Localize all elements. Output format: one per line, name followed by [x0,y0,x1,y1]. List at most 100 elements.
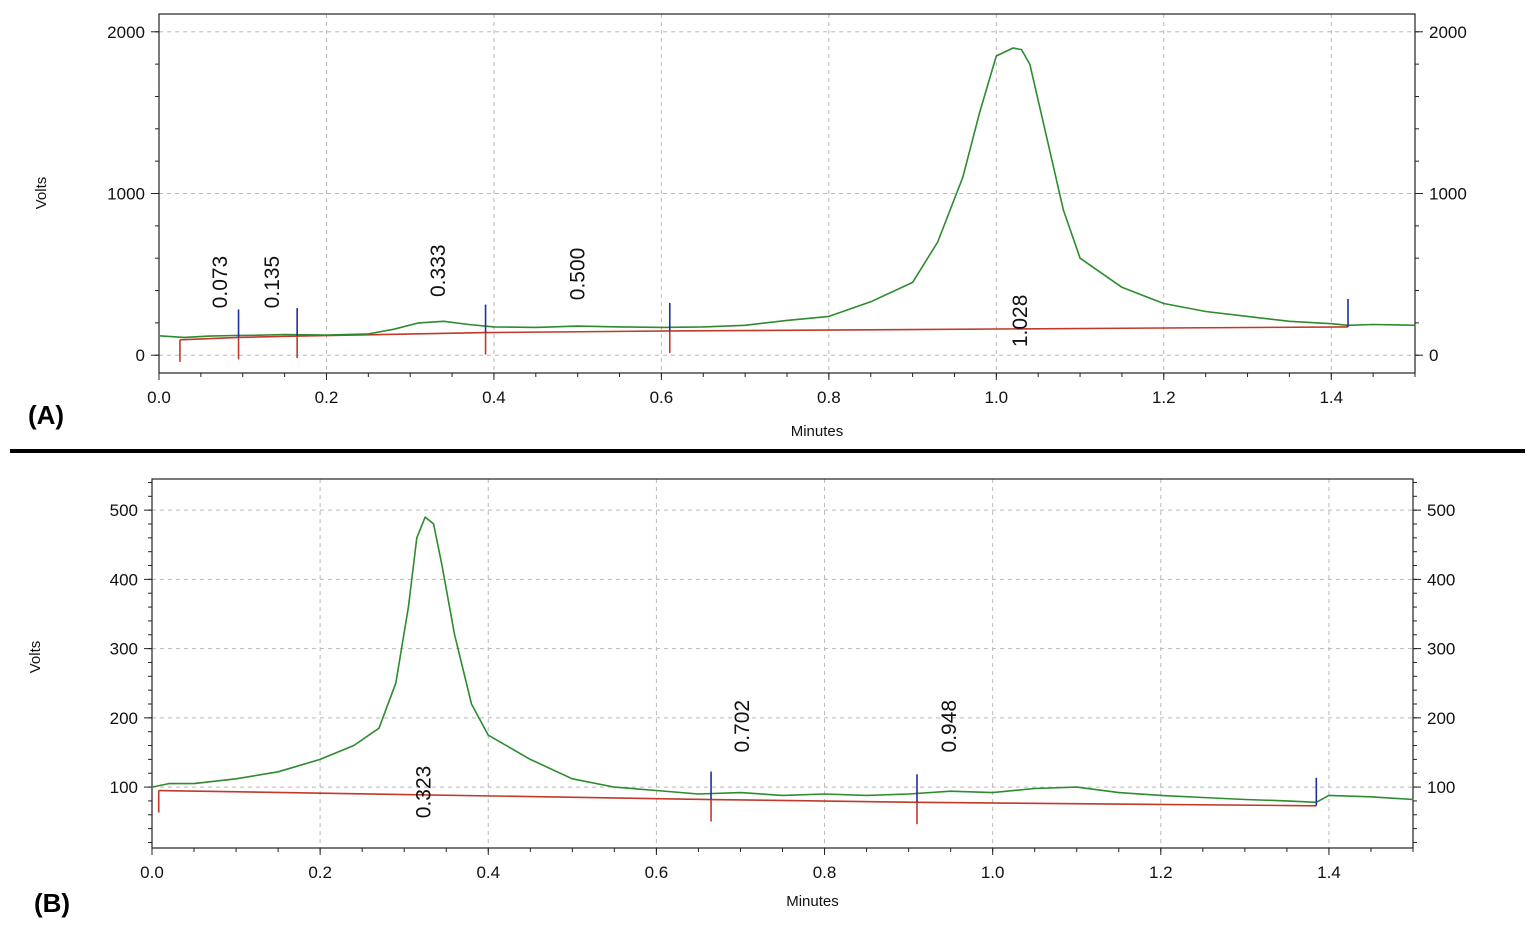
data-point [235,778,237,780]
data-point [1328,794,1330,796]
baseline-segment [158,789,712,801]
chromatogram-trace [158,47,1416,339]
data-point [739,792,742,794]
data-point [392,328,395,330]
data-point [416,537,418,539]
peak-label: 0.323 [413,766,436,819]
data-point [1288,320,1290,322]
peak-label: 0.500 [567,248,590,301]
data-point [529,758,531,760]
data-point [702,326,704,328]
data-point [1034,787,1036,790]
data-point [828,315,830,318]
data-point [618,326,621,328]
data-point [950,790,952,792]
data-point [962,176,964,178]
data-point [367,333,369,335]
y-tick-label: 100 [110,778,138,797]
data-point [1205,310,1207,313]
data-point [325,334,328,336]
data-point [655,789,658,792]
data-point [697,793,700,795]
right-y-tick-label: 2000 [1429,23,1467,42]
data-point [1029,63,1031,65]
data-point [1246,315,1249,318]
y-axis-title: Volts [27,641,44,674]
data-point [781,794,784,796]
data-point [233,334,235,337]
data-point [443,320,445,322]
data-point [168,783,170,785]
data-point [493,326,495,328]
data-point [1163,302,1165,305]
x-tick-label: 0.0 [147,388,171,407]
y-tick-label: 1000 [107,185,145,204]
x-axis-title: Minutes [786,893,839,910]
data-point [992,792,994,794]
data-point [158,335,160,337]
y-tick-label: 300 [110,640,138,659]
y-tick-label: 500 [110,501,138,520]
data-point [1062,209,1064,211]
x-tick-label: 1.0 [985,388,1009,407]
panel-label: (A) [28,400,64,430]
chart-panel-b: 0.0 0.2 0.4 0.6 0.8 1.0 1.2 1.4 100 100 200 200 300 3… [27,478,1455,918]
x-tick-label: 1.2 [1149,863,1173,882]
x-tick-label: 0.4 [482,388,506,407]
data-point [1045,136,1048,138]
x-tick-label: 1.4 [1319,388,1343,407]
data-point [1076,786,1078,788]
x-tick-label: 1.2 [1152,388,1176,407]
data-point [441,564,443,567]
data-point [912,281,914,284]
data-point [1079,257,1081,259]
right-y-tick-label: 300 [1427,640,1455,659]
plot-frame [151,478,1414,849]
baseline-segment [179,336,239,341]
data-point [183,336,185,339]
right-y-tick-label: 500 [1427,501,1455,520]
data-point [535,326,537,328]
data-point [487,734,489,736]
data-point [1160,794,1162,796]
x-tick-label: 0.6 [645,863,669,882]
data-point [378,727,380,729]
baseline-segment [711,798,918,804]
data-point [1202,796,1204,799]
y-tick-label: 400 [110,570,138,589]
data-point [937,241,939,243]
right-y-tick-label: 0 [1429,346,1438,365]
data-point [208,335,210,337]
data-point [193,783,195,785]
x-tick-label: 0.2 [315,388,339,407]
data-point [786,319,788,322]
data-point [1370,796,1372,798]
peak-label: 0.135 [261,256,284,309]
data-point [277,771,279,773]
data-point [908,793,910,795]
data-point [978,112,981,114]
peak-label: 0.073 [209,256,232,309]
data-point [395,682,397,684]
data-point [258,334,261,336]
y-axis-title: Volts [33,177,50,210]
data-point [284,333,286,336]
y-tick-label: 0 [136,346,145,365]
baseline-segment [238,335,298,339]
right-y-tick-label: 400 [1427,570,1455,589]
data-point [1330,323,1332,325]
data-point [151,786,153,788]
right-y-tick-label: 1000 [1429,185,1467,204]
data-point [417,322,420,324]
data-point [577,325,579,327]
x-tick-label: 0.2 [308,863,332,882]
x-tick-label: 0.8 [813,863,837,882]
right-y-tick-label: 100 [1427,778,1455,797]
data-point [424,516,426,518]
x-tick-label: 0.0 [140,863,164,882]
x-tick-label: 0.6 [650,388,674,407]
data-point [613,786,615,788]
peak-label: 0.948 [938,700,961,753]
data-point [468,323,470,326]
